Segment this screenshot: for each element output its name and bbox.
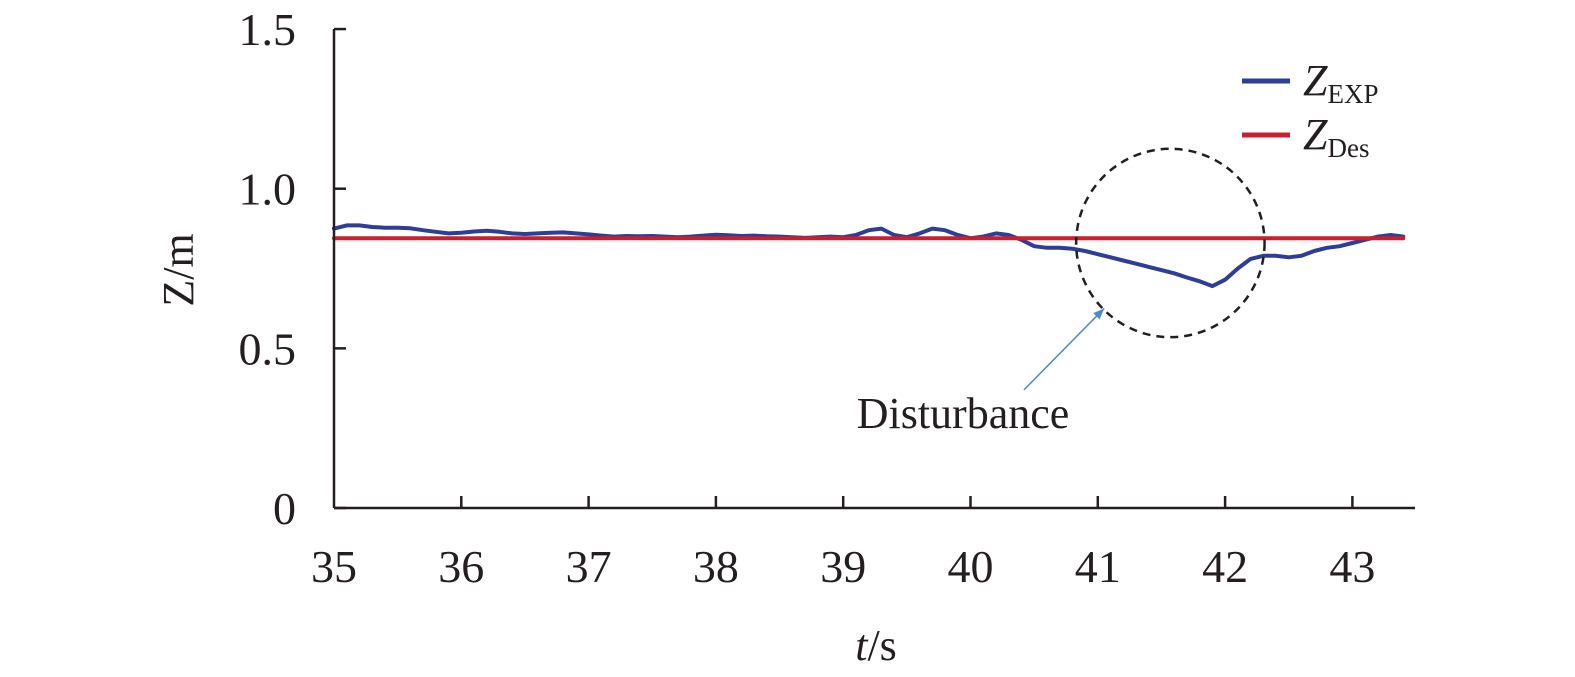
- series-layer: [332, 223, 1406, 289]
- disturbance-label: Disturbance: [857, 389, 1070, 438]
- x-tick-label: 39: [820, 541, 866, 592]
- x-axis-title-italic: t: [855, 621, 869, 670]
- y-tick-label: 0.5: [239, 323, 297, 374]
- x-tick-label: 35: [311, 541, 357, 592]
- y-tick-label: 1.0: [239, 164, 297, 215]
- legend-item-z-exp: ZEXP: [1242, 56, 1379, 109]
- annotation-arrow-line: [1023, 307, 1105, 391]
- series-line-z-exp: [332, 223, 1406, 289]
- x-tick-label: 43: [1329, 541, 1375, 592]
- x-tick-label: 41: [1075, 541, 1121, 592]
- legend-label: ZEXP: [1303, 56, 1379, 109]
- x-axis-title: t/s: [855, 621, 897, 670]
- legend-label-main: Z: [1303, 110, 1328, 159]
- x-tick-label: 38: [693, 541, 739, 592]
- x-tick-label: 42: [1202, 541, 1248, 592]
- y-tick-label: 0: [273, 483, 296, 534]
- legend-label-sub: EXP: [1327, 79, 1378, 109]
- annotation-arrow-head: [1093, 308, 1105, 320]
- disturbance-circle: [1074, 147, 1266, 339]
- y-axis-title: Z/m: [154, 233, 203, 306]
- x-tick-label: 37: [566, 541, 612, 592]
- annotation-layer: Disturbance: [857, 147, 1266, 438]
- legend-label: ZDes: [1303, 110, 1369, 163]
- legend-item-z-des: ZDes: [1242, 110, 1369, 163]
- y-tick-label: 1.5: [239, 4, 297, 55]
- x-tick-label: 36: [438, 541, 484, 592]
- x-tick-label: 40: [948, 541, 994, 592]
- x-ticks: 35 36 37 38 39 40 41 42 43: [311, 496, 1375, 592]
- legend-label-main: Z: [1303, 56, 1328, 105]
- plot-area: Disturbance 0 0.5 1.0 1.5 35 36 37 38 39 40 41 42 4…: [239, 4, 1415, 592]
- y-ticks: 0 0.5 1.0 1.5: [239, 4, 346, 534]
- legend-label-sub: Des: [1327, 133, 1369, 163]
- x-axis-title-unit: /s: [867, 621, 896, 670]
